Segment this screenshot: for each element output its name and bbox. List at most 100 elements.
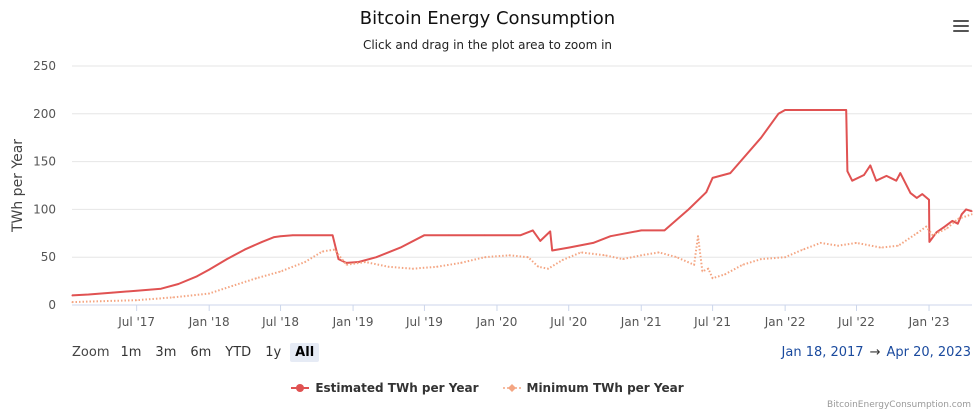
data-point-minimum (208, 292, 210, 295)
legend-label-minimum: Minimum TWh per Year (526, 381, 684, 395)
data-point-estimated (951, 220, 954, 222)
data-point-minimum (837, 244, 839, 247)
data-point-minimum (387, 265, 390, 268)
data-point-estimated (208, 268, 210, 271)
data-point-minimum (971, 213, 973, 215)
data-point-minimum (621, 258, 624, 260)
y-axis-title: TWh per Year (10, 139, 26, 233)
data-point-minimum (701, 270, 704, 273)
data-point-minimum (916, 232, 918, 235)
x-tick-label: Jan '21 (620, 315, 662, 329)
zoom-all-button[interactable]: All (290, 343, 320, 362)
data-point-estimated (592, 242, 594, 244)
x-tick-label: Jan '18 (188, 315, 230, 329)
data-point-minimum (172, 296, 174, 299)
data-point-estimated (291, 234, 294, 237)
data-point-minimum (604, 254, 606, 257)
data-point-estimated (909, 192, 912, 194)
data-point-minimum (931, 234, 934, 237)
y-tick-label: 100 (33, 202, 56, 216)
data-point-minimum (345, 264, 348, 266)
data-point-minimum (483, 256, 486, 259)
x-tick-label: Jan '22 (764, 315, 806, 329)
data-point-minimum (802, 248, 804, 251)
data-point-minimum (658, 251, 660, 254)
legend-item-minimum[interactable]: Minimum TWh per Year (502, 381, 684, 395)
data-point-estimated (87, 293, 90, 296)
data-point-estimated (845, 109, 848, 111)
data-point-minimum (321, 250, 324, 253)
date-range: Jan 18, 2017 → Apr 20, 2023 (782, 345, 971, 360)
data-point-minimum (675, 256, 678, 259)
data-point-estimated (532, 229, 534, 232)
data-point-minimum (724, 273, 726, 276)
x-tick-label: Jan '19 (332, 315, 374, 329)
data-point-minimum (693, 264, 695, 266)
zoom-1y-button[interactable]: 1y (265, 345, 282, 360)
data-point-estimated (423, 234, 426, 237)
data-point-estimated (196, 275, 198, 278)
data-point-estimated (71, 294, 73, 297)
data-point-minimum (880, 246, 882, 249)
data-point-minimum (255, 277, 258, 280)
data-point-estimated (784, 109, 786, 111)
data-point-minimum (279, 270, 282, 273)
legend-item-estimated[interactable]: Estimated TWh per Year (291, 381, 479, 395)
series-line-minimum (71, 213, 973, 304)
data-point-minimum (580, 251, 582, 254)
data-point-minimum (459, 262, 462, 264)
data-point-estimated (760, 136, 762, 139)
range-to-input[interactable]: Apr 20, 2023 (886, 345, 971, 360)
x-tick-label: Jul '19 (405, 315, 443, 329)
zoom-3m-button[interactable]: 3m (155, 345, 177, 360)
data-point-estimated (729, 172, 732, 174)
data-point-estimated (177, 283, 180, 285)
data-point-estimated (135, 289, 138, 292)
x-tick-label: Jan '23 (908, 315, 950, 329)
data-point-estimated (261, 241, 263, 243)
zoom-bar: Zoom 1m 3m 6m YTD 1y All (72, 343, 323, 362)
data-point-estimated (640, 229, 643, 232)
data-point-estimated (551, 249, 553, 252)
data-point-minimum (561, 259, 564, 261)
x-tick-label: Jan '20 (476, 315, 518, 329)
data-point-minimum (640, 254, 643, 257)
data-point-estimated (916, 197, 918, 199)
data-point-estimated (519, 234, 522, 237)
y-tick-label: 50 (41, 250, 56, 264)
y-tick-label: 250 (33, 59, 56, 73)
x-tick-label: Jul '18 (261, 315, 299, 329)
data-point-estimated (160, 287, 162, 290)
data-point-minimum (411, 267, 414, 270)
data-point-estimated (965, 208, 967, 211)
credit-link[interactable]: BitcoinEnergyConsumption.com (826, 400, 971, 410)
chart-subtitle: Click and drag in the plot area to zoom … (362, 38, 613, 52)
data-point-minimum (707, 267, 710, 270)
zoom-1m-button[interactable]: 1m (120, 345, 142, 360)
data-point-minimum (71, 301, 73, 303)
zoom-ytd-button[interactable]: YTD (225, 345, 252, 360)
data-point-minimum (537, 265, 540, 268)
data-point-estimated (331, 234, 334, 237)
data-point-minimum (333, 248, 336, 251)
data-point-estimated (111, 291, 114, 294)
data-point-estimated (399, 246, 402, 249)
data-point-estimated (957, 222, 959, 225)
legend-symbol-minimum (502, 384, 521, 392)
data-point-minimum (925, 225, 928, 228)
data-point-estimated (549, 230, 551, 233)
data-point-minimum (697, 235, 699, 237)
data-point-estimated (777, 113, 780, 115)
data-point-minimum (547, 267, 550, 270)
data-point-minimum (304, 261, 306, 263)
zoom-6m-button[interactable]: 6m (190, 345, 212, 360)
data-point-estimated (863, 174, 865, 176)
data-point-estimated (567, 246, 570, 249)
hamburger-menu-icon[interactable] (953, 20, 969, 35)
range-from-input[interactable]: Jan 18, 2017 (781, 345, 864, 360)
data-point-estimated (935, 231, 938, 234)
legend-label-estimated: Estimated TWh per Year (315, 381, 479, 395)
data-point-estimated (243, 248, 246, 251)
data-point-minimum (741, 264, 744, 266)
